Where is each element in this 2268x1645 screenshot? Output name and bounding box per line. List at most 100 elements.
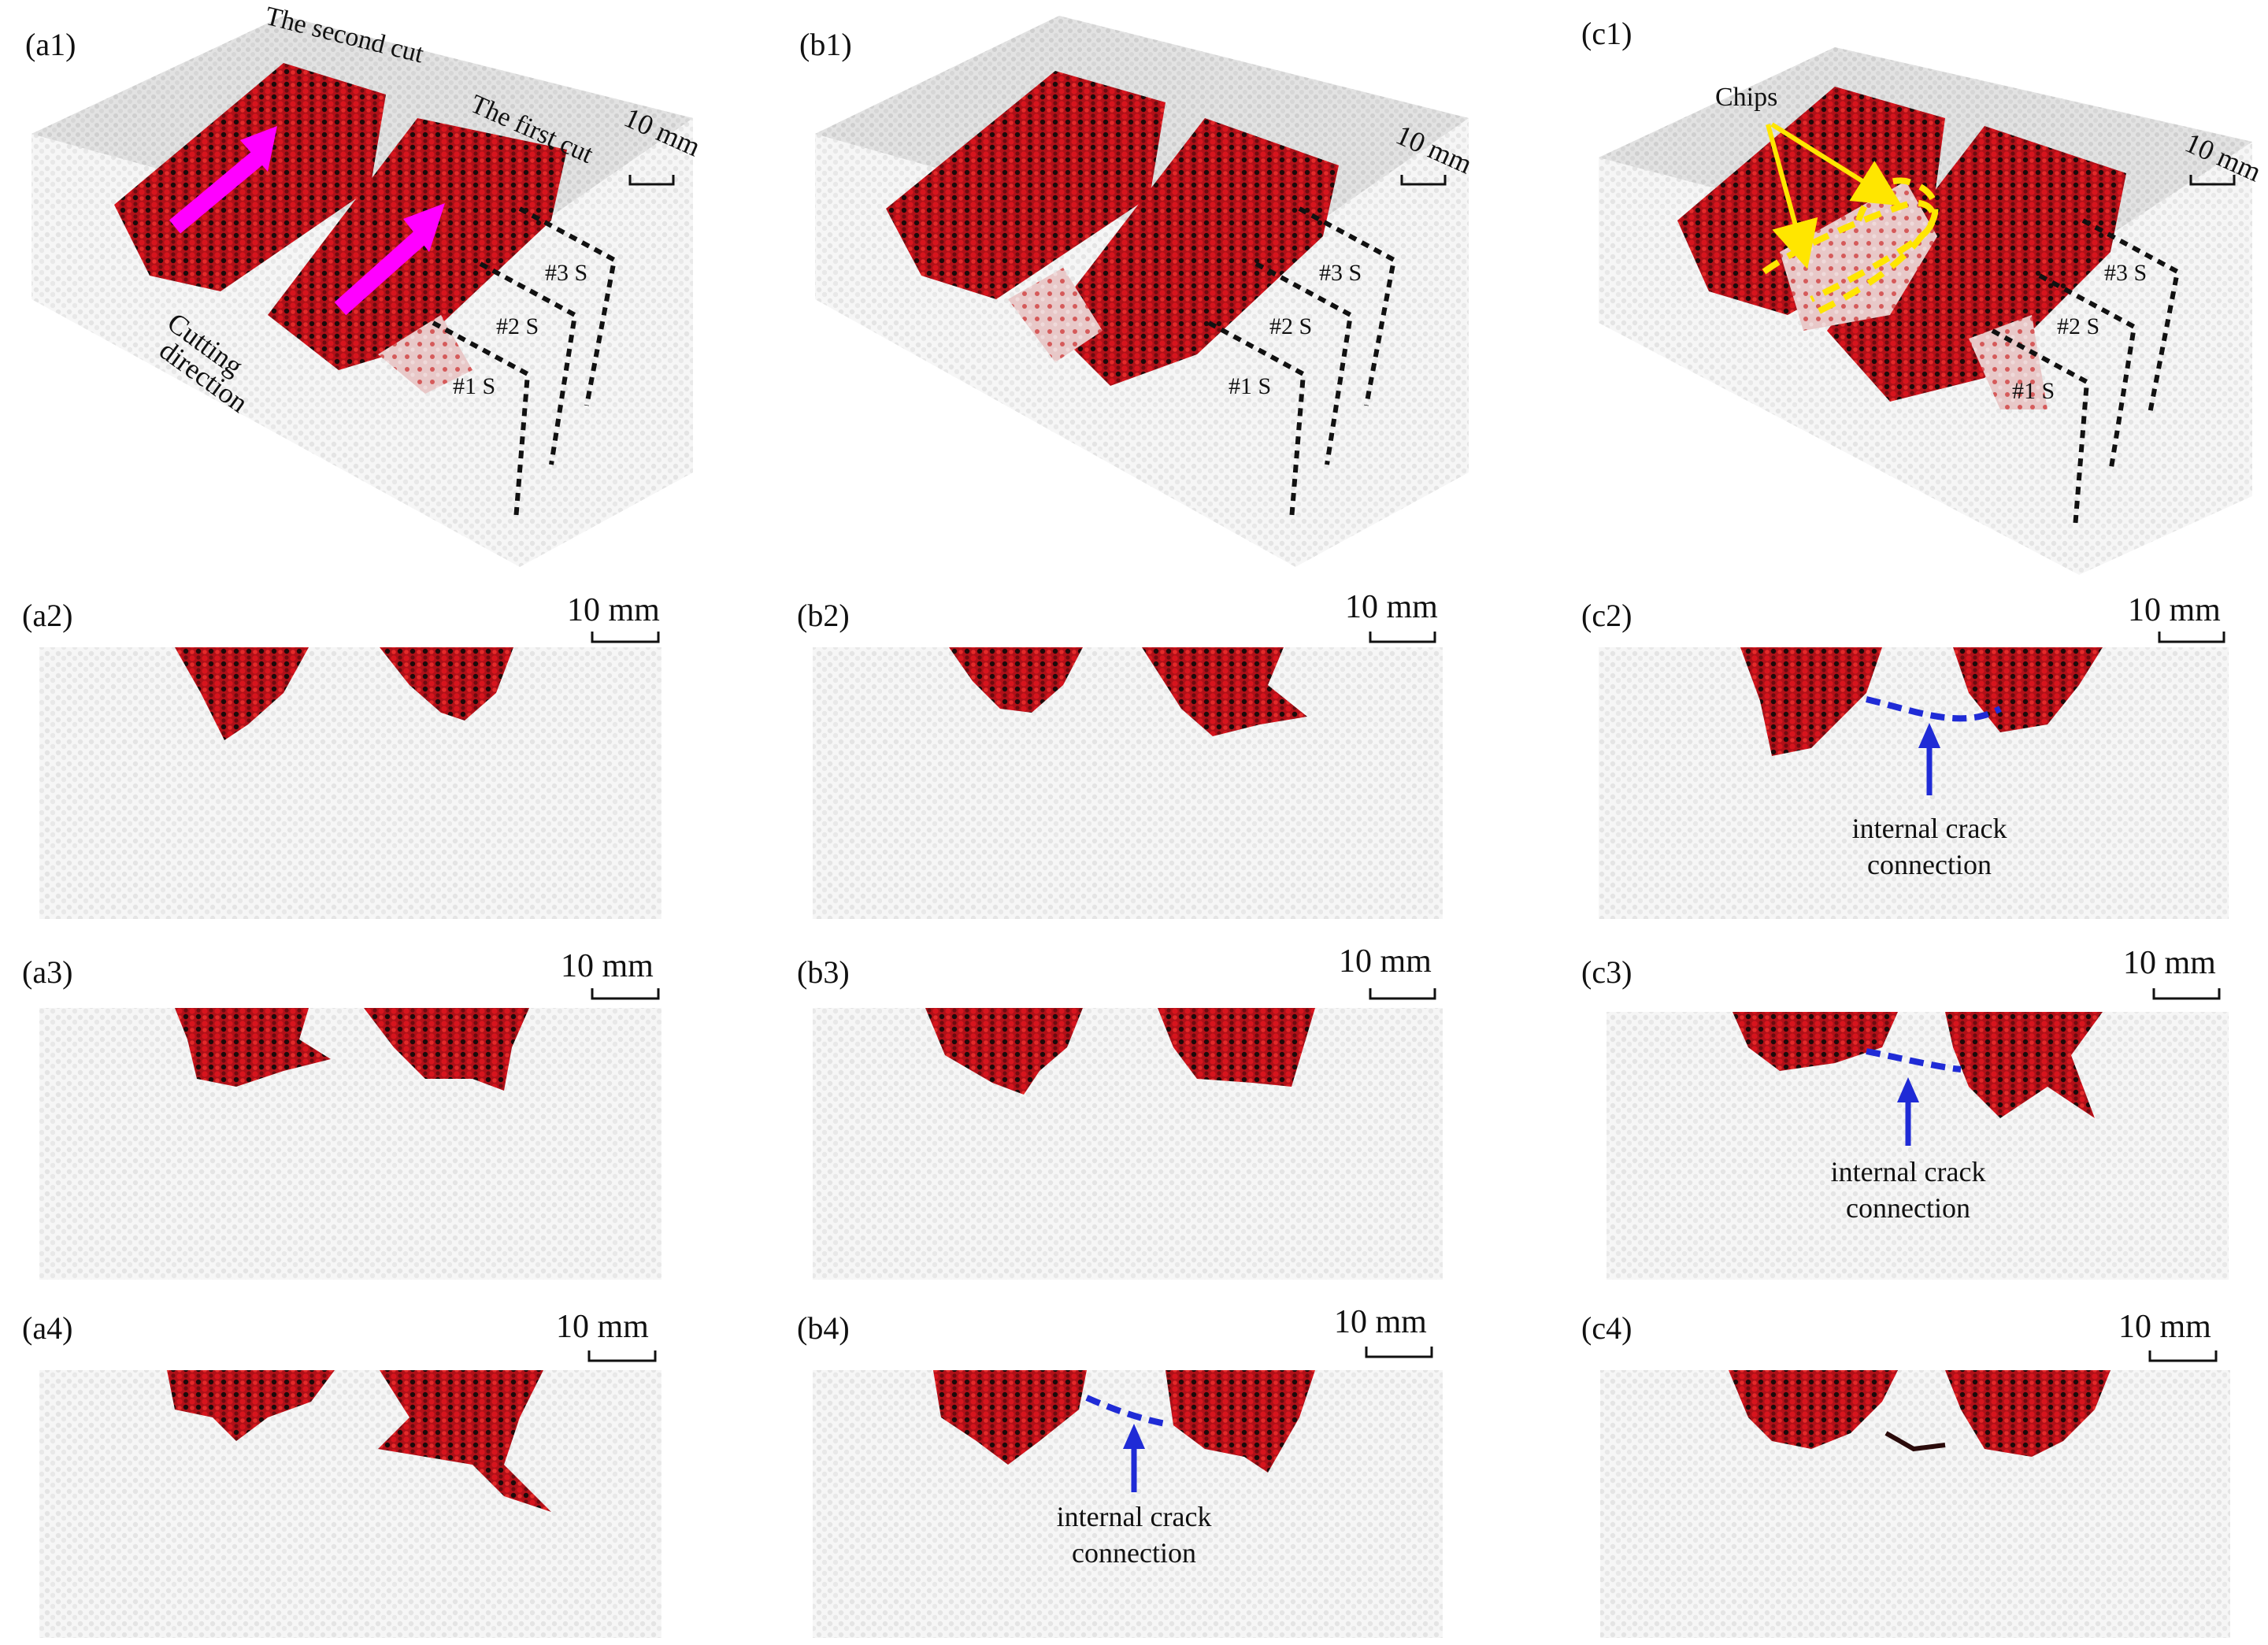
panel-a2: (a2) 10 mm bbox=[22, 592, 662, 919]
panel-b4: (b4) 10 mm internal crack connection bbox=[797, 1304, 1443, 1638]
panel-label-b1: (b1) bbox=[799, 27, 852, 62]
scale-bar-label-b2: 10 mm bbox=[1345, 589, 1438, 625]
crack-arrowhead-c2 bbox=[1918, 723, 1940, 748]
crater-left-b2 bbox=[949, 647, 1083, 713]
scale-bar-c1 bbox=[2189, 175, 2236, 186]
crater-right-c4 bbox=[1945, 1370, 2110, 1457]
panel-a3: (a3) 10 mm bbox=[22, 948, 662, 1280]
crack-label-c2-line1: internal crack bbox=[1852, 813, 2007, 844]
section-slab-a3 bbox=[39, 1008, 662, 1280]
damage-tail-a1 bbox=[378, 315, 472, 394]
scale-bar-b2 bbox=[1369, 632, 1436, 643]
panel-a1: (a1) The second cut The first cut 10 mm … bbox=[25, 2, 705, 567]
scale-bar-a3 bbox=[591, 988, 660, 1000]
damage-zone-first-cut-b1 bbox=[1047, 118, 1339, 386]
section-label-1-c1: #1 S bbox=[2012, 378, 2055, 404]
crater-right-a4 bbox=[378, 1370, 551, 1512]
crack-connection-c2 bbox=[1866, 696, 2002, 722]
panel-b2: (b2) 10 mm bbox=[797, 589, 1443, 919]
scale-bar-b4 bbox=[1365, 1347, 1433, 1358]
panel-b1: (b1) 10 mm #3 S #2 S #1 S bbox=[799, 16, 1477, 567]
section-line-2-c1 bbox=[2038, 273, 2137, 473]
section-label-2-b1: #2 S bbox=[1269, 313, 1312, 339]
scale-bar-a2 bbox=[591, 632, 660, 643]
crater-left-a4 bbox=[167, 1370, 335, 1441]
panel-label-c1: (c1) bbox=[1581, 16, 1632, 51]
section-label-1-b1: #1 S bbox=[1228, 373, 1271, 399]
crater-left-c4 bbox=[1729, 1370, 1898, 1449]
scale-bar-label-a3: 10 mm bbox=[561, 948, 654, 984]
section-label-3-c1: #3 S bbox=[2104, 260, 2147, 286]
crater-right-a2 bbox=[380, 647, 513, 721]
crack-tendril-c4 bbox=[1884, 1431, 1946, 1452]
chips-pointer-1 bbox=[1766, 124, 1818, 269]
scale-bar-label-a4: 10 mm bbox=[556, 1309, 649, 1345]
crack-label-b4-line1: internal crack bbox=[1057, 1501, 1212, 1532]
crack-arrowhead-c3 bbox=[1897, 1077, 1919, 1102]
panel-label-c4: (c4) bbox=[1581, 1310, 1632, 1346]
section-slab-b2 bbox=[813, 647, 1443, 919]
section-line-2-a1 bbox=[479, 261, 578, 465]
section-label-2-a1: #2 S bbox=[496, 313, 539, 339]
crater-right-c2 bbox=[1953, 647, 2103, 732]
crater-right-b2 bbox=[1142, 647, 1307, 736]
chips-pointer-2 bbox=[1770, 122, 1903, 206]
cutting-arrow-second bbox=[169, 149, 266, 234]
crater-left-c2 bbox=[1740, 647, 1882, 756]
panel-label-a2: (a2) bbox=[22, 598, 72, 633]
damage-tail-b1 bbox=[1008, 268, 1102, 362]
scale-bar-b3 bbox=[1369, 988, 1436, 1000]
section-line-3-b1 bbox=[1298, 206, 1397, 406]
chip-region-c1 bbox=[1780, 181, 1937, 331]
section-label-1-a1: #1 S bbox=[453, 373, 495, 399]
crack-label-c2-line2: connection bbox=[1867, 849, 1992, 880]
crater-left-a3 bbox=[175, 1008, 331, 1087]
section-slab-c4 bbox=[1600, 1370, 2230, 1638]
panel-c3: (c3) 10 mm internal crack connection bbox=[1581, 945, 2229, 1280]
scale-bar-c2 bbox=[2158, 632, 2225, 643]
section-label-3-a1: #3 S bbox=[545, 260, 587, 286]
panel-a4: (a4) 10 mm bbox=[22, 1309, 662, 1638]
crack-label-c3-line1: internal crack bbox=[1831, 1156, 1986, 1187]
scale-bar-label-b3: 10 mm bbox=[1339, 943, 1432, 980]
section-slab-c2 bbox=[1599, 647, 2229, 919]
section-line-2-b1 bbox=[1254, 261, 1354, 465]
damage-zone-second-cut-a1 bbox=[114, 63, 386, 291]
panel-label-a1: (a1) bbox=[25, 27, 76, 62]
crater-right-b3 bbox=[1158, 1008, 1315, 1087]
panel-c1: (c1) Chips 10 mm #3 S #2 S #1 S bbox=[1581, 16, 2266, 575]
section-line-3-a1 bbox=[518, 206, 617, 406]
scale-bar-a1 bbox=[628, 175, 675, 186]
scale-bar-label-b4: 10 mm bbox=[1334, 1304, 1427, 1340]
crater-left-b3 bbox=[925, 1008, 1083, 1095]
section-line-1-c1 bbox=[1991, 328, 2090, 528]
panel-label-a4: (a4) bbox=[22, 1310, 72, 1346]
damage-zone-first-cut-c1 bbox=[1827, 126, 2126, 402]
scale-bar-c4 bbox=[2148, 1350, 2218, 1362]
scale-bar-label-c4: 10 mm bbox=[2118, 1309, 2211, 1345]
panel-label-b3: (b3) bbox=[797, 954, 850, 990]
crack-label-c3-line2: connection bbox=[1846, 1192, 1970, 1224]
section-slab-b3 bbox=[813, 1008, 1443, 1280]
crack-connection-b4 bbox=[1085, 1395, 1166, 1427]
chip-outline-upper bbox=[1762, 199, 1936, 302]
section-slab-a2 bbox=[39, 647, 662, 919]
scale-bar-label-c3: 10 mm bbox=[2123, 945, 2216, 981]
section-slab-a4 bbox=[39, 1370, 662, 1638]
cutting-arrow-first bbox=[334, 229, 428, 316]
scale-bar-a4 bbox=[587, 1350, 657, 1362]
section-label-2-c1: #2 S bbox=[2057, 313, 2099, 339]
cutting-arrowhead-first bbox=[403, 203, 445, 252]
panel-b3: (b3) 10 mm bbox=[797, 943, 1443, 1280]
scale-bar-c3 bbox=[2152, 988, 2221, 1000]
crack-connection-c3 bbox=[1866, 1048, 1962, 1073]
damage-tail-c1 bbox=[1969, 315, 2048, 409]
panel-label-b4: (b4) bbox=[797, 1310, 850, 1346]
crater-right-b4 bbox=[1166, 1370, 1315, 1473]
label-chips: Chips bbox=[1715, 83, 1777, 112]
section-slab-c3 bbox=[1606, 1012, 2229, 1280]
section-line-1-b1 bbox=[1207, 320, 1306, 521]
crater-right-a3 bbox=[364, 1008, 529, 1091]
section-line-3-c1 bbox=[2081, 218, 2181, 414]
